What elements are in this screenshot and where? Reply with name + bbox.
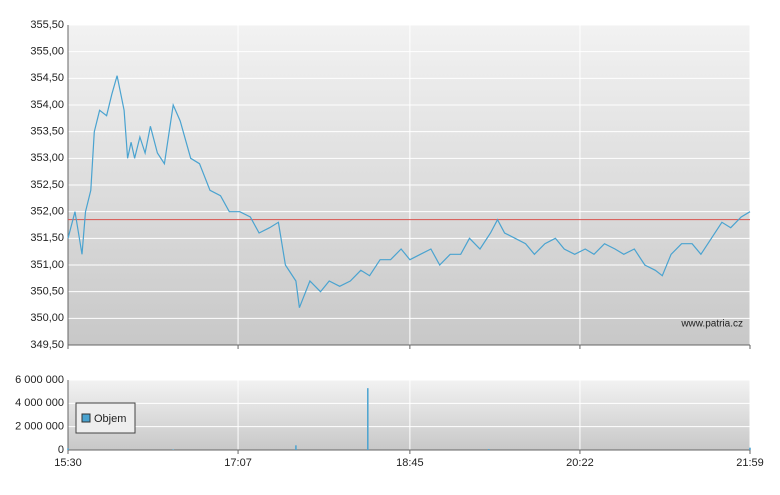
y-tick-label: 2 000 000 bbox=[15, 421, 64, 433]
volume-bar bbox=[295, 445, 297, 450]
y-tick-label: 351,50 bbox=[30, 232, 64, 244]
y-tick-label: 349,50 bbox=[30, 339, 64, 351]
y-tick-label: 350,50 bbox=[30, 286, 64, 298]
y-tick-label: 0 bbox=[58, 444, 64, 456]
y-tick-label: 353,00 bbox=[30, 152, 64, 164]
x-tick-label: 21:59 bbox=[736, 457, 764, 469]
volume-bar bbox=[488, 449, 490, 450]
x-tick-label: 15:30 bbox=[54, 457, 82, 469]
y-tick-label: 350,00 bbox=[30, 312, 64, 324]
y-tick-label: 352,00 bbox=[30, 206, 64, 218]
volume-bar bbox=[367, 388, 369, 450]
y-tick-label: 353,50 bbox=[30, 126, 64, 138]
watermark: www.patria.cz bbox=[680, 319, 743, 330]
y-tick-label: 354,00 bbox=[30, 99, 64, 111]
x-tick-label: 17:07 bbox=[224, 457, 252, 469]
legend-swatch bbox=[81, 413, 91, 423]
x-tick-label: 20:22 bbox=[566, 457, 594, 469]
y-tick-label: 4 000 000 bbox=[15, 397, 64, 409]
volume-bar bbox=[749, 447, 751, 450]
volume-bar bbox=[172, 449, 174, 450]
y-tick-label: 352,50 bbox=[30, 179, 64, 191]
volume-plot-area bbox=[68, 380, 750, 450]
y-tick-label: 351,00 bbox=[30, 259, 64, 271]
y-tick-label: 354,50 bbox=[30, 72, 64, 84]
legend-label: Objem bbox=[94, 413, 126, 425]
volume-bar bbox=[67, 448, 69, 450]
x-tick-label: 18:45 bbox=[396, 457, 424, 469]
y-tick-label: 6 000 000 bbox=[15, 374, 64, 386]
y-tick-label: 355,50 bbox=[30, 19, 64, 31]
price-line bbox=[67, 75, 751, 308]
y-tick-label: 355,00 bbox=[30, 46, 64, 58]
